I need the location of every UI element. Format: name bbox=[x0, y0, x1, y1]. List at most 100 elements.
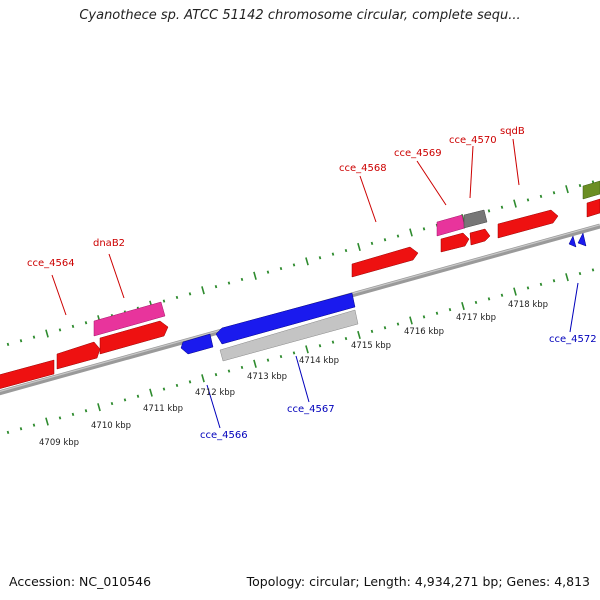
gene-cce_4572[interactable] bbox=[577, 232, 587, 247]
major-tick bbox=[45, 329, 49, 338]
minor-tick bbox=[110, 401, 114, 406]
minor-tick bbox=[474, 300, 478, 305]
major-tick bbox=[305, 257, 309, 266]
minor-tick bbox=[19, 339, 23, 343]
major-tick bbox=[253, 359, 257, 368]
leader-line-sqdB bbox=[512, 138, 520, 186]
gene-cce_4569[interactable] bbox=[436, 214, 466, 237]
gene-cce_4566[interactable] bbox=[180, 333, 214, 355]
minor-tick bbox=[578, 271, 582, 276]
outer-tick-track bbox=[6, 180, 595, 346]
major-tick bbox=[565, 273, 569, 282]
minor-tick bbox=[214, 373, 218, 377]
minor-tick bbox=[240, 365, 244, 370]
gene-cce_4570[interactable] bbox=[463, 209, 488, 229]
minor-tick bbox=[370, 329, 374, 333]
gene-cce_4571[interactable] bbox=[568, 235, 577, 248]
major-tick bbox=[45, 417, 49, 426]
leader-line-cce_4564 bbox=[51, 274, 67, 316]
minor-tick bbox=[136, 394, 140, 398]
gene-labels: cce_4564 dnaB2 cce_4568 cce_4569 cce_457… bbox=[27, 126, 597, 441]
gene-cce_4567-a[interactable] bbox=[215, 292, 356, 345]
minor-tick bbox=[500, 205, 504, 209]
gene-sqdB[interactable] bbox=[497, 209, 559, 239]
gene-dnaB2-arrow[interactable] bbox=[99, 320, 169, 355]
minor-tick bbox=[71, 324, 75, 328]
gene-edge-olive[interactable] bbox=[582, 180, 600, 200]
gene-label-cce_4570[interactable]: cce_4570 bbox=[449, 135, 497, 146]
major-tick bbox=[513, 199, 517, 208]
topology-text: Topology: circular; Length: 4,934,271 bp… bbox=[246, 574, 590, 589]
major-tick bbox=[97, 403, 101, 412]
gene-label-cce_4566[interactable]: cce_4566 bbox=[200, 430, 248, 441]
major-tick bbox=[305, 345, 309, 354]
minor-tick bbox=[578, 183, 582, 188]
minor-tick bbox=[552, 191, 556, 195]
gene-label-cce_4569[interactable]: cce_4569 bbox=[394, 148, 442, 159]
gene-label-cce_4564[interactable]: cce_4564 bbox=[27, 258, 75, 269]
gene-label-sqdB[interactable]: sqdB bbox=[500, 126, 525, 137]
major-tick bbox=[149, 388, 153, 397]
scale-label: 4711 kbp bbox=[143, 404, 183, 414]
gene-cce_4564[interactable] bbox=[56, 341, 101, 370]
minor-tick bbox=[162, 299, 166, 303]
minor-tick bbox=[500, 293, 504, 297]
gene-cce_4567-b[interactable] bbox=[219, 309, 359, 362]
minor-tick bbox=[292, 263, 296, 267]
gene-label-cce_4568[interactable]: cce_4568 bbox=[339, 163, 387, 174]
minor-tick bbox=[487, 209, 491, 213]
leader-line-cce_4572 bbox=[569, 282, 579, 333]
minor-tick bbox=[175, 295, 179, 300]
major-tick bbox=[461, 301, 465, 311]
minor-tick bbox=[331, 340, 335, 344]
minor-tick bbox=[266, 270, 270, 274]
reverse-strand-genes bbox=[180, 232, 587, 362]
gene-cce_4569-arrow[interactable] bbox=[440, 232, 470, 253]
minor-tick bbox=[591, 268, 595, 272]
major-tick bbox=[409, 316, 413, 325]
gene-label-dnaB2[interactable]: dnaB2 bbox=[93, 238, 125, 249]
minor-tick bbox=[188, 380, 192, 384]
minor-tick bbox=[292, 351, 296, 355]
scale-label: 4714 kbp bbox=[299, 356, 339, 366]
minor-tick bbox=[214, 285, 218, 289]
leader-line-dnaB2 bbox=[108, 253, 125, 299]
leader-line-cce_4570 bbox=[469, 145, 474, 199]
page-title: Cyanothece sp. ATCC 51142 chromosome cir… bbox=[79, 8, 521, 23]
gene-cce_4563[interactable] bbox=[0, 359, 55, 390]
minor-tick bbox=[383, 238, 387, 242]
minor-tick bbox=[526, 198, 530, 202]
forward-strand-genes bbox=[0, 180, 600, 390]
minor-tick bbox=[6, 430, 10, 434]
leader-line-cce_4569 bbox=[416, 160, 447, 206]
gene-cce_4568[interactable] bbox=[351, 246, 419, 278]
minor-tick bbox=[331, 252, 335, 256]
leader-line-cce_4567 bbox=[295, 355, 310, 403]
gene-label-cce_4572[interactable]: cce_4572 bbox=[549, 334, 597, 345]
scale-label: 4709 kbp bbox=[39, 438, 79, 448]
scale-label: 4718 kbp bbox=[508, 300, 548, 310]
major-tick bbox=[565, 185, 569, 194]
minor-tick bbox=[240, 277, 244, 282]
minor-tick bbox=[227, 369, 231, 373]
major-tick bbox=[513, 287, 517, 296]
gene-cce_4570-arrow[interactable] bbox=[469, 228, 491, 246]
minor-tick bbox=[435, 311, 439, 315]
scale-label: 4713 kbp bbox=[247, 372, 287, 382]
major-tick bbox=[201, 374, 205, 383]
minor-tick bbox=[188, 292, 192, 296]
minor-tick bbox=[58, 416, 62, 420]
scale-label: 4710 kbp bbox=[91, 421, 131, 431]
gene-dnaB2[interactable] bbox=[93, 301, 166, 337]
scale-label: 4717 kbp bbox=[456, 313, 496, 323]
minor-tick bbox=[422, 315, 426, 319]
gene-edge-red[interactable] bbox=[586, 198, 600, 218]
scale-label: 4715 kbp bbox=[351, 341, 391, 351]
scale-label: 4712 kbp bbox=[195, 388, 235, 398]
gene-label-cce_4567[interactable]: cce_4567 bbox=[287, 404, 335, 415]
minor-tick bbox=[123, 398, 127, 402]
minor-tick bbox=[487, 297, 491, 301]
minor-tick bbox=[448, 308, 452, 312]
minor-tick bbox=[227, 281, 231, 285]
